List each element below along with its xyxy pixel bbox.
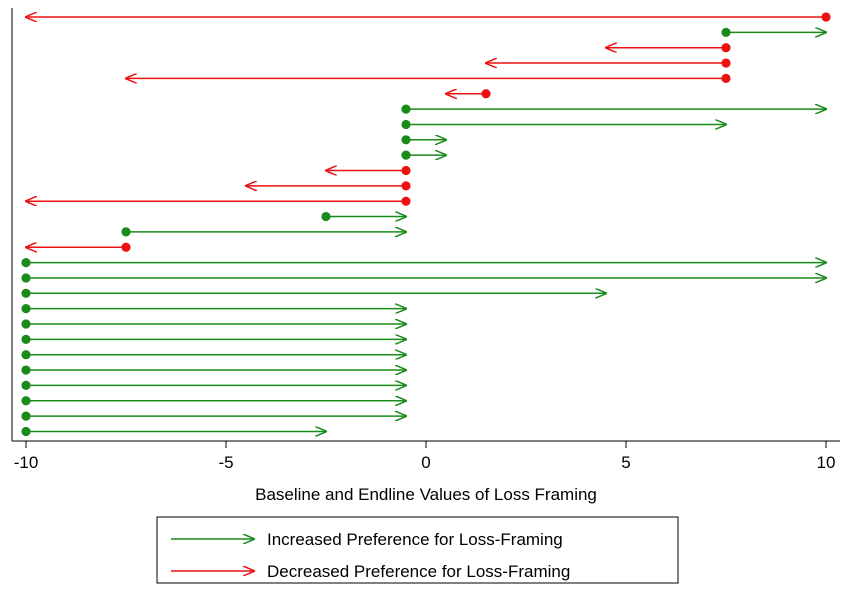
baseline-point-increased xyxy=(721,27,731,37)
x-tick-label: 0 xyxy=(421,453,430,472)
legend-label-decreased: Decreased Preference for Loss-Framing xyxy=(267,562,570,581)
legend-label-increased: Increased Preference for Loss-Framing xyxy=(267,530,563,549)
baseline-point-increased xyxy=(321,211,331,222)
x-tick-label: -10 xyxy=(14,453,39,472)
baseline-point-increased xyxy=(401,119,411,130)
baseline-point-increased xyxy=(21,426,31,437)
arrow-series xyxy=(21,12,831,437)
x-tick-label: 5 xyxy=(621,453,630,472)
baseline-point-increased xyxy=(21,365,31,375)
baseline-point-increased xyxy=(21,304,31,314)
x-tick-label: -5 xyxy=(218,453,233,472)
baseline-point-increased xyxy=(21,396,31,406)
x-tick-label: 10 xyxy=(817,453,836,472)
baseline-point-increased xyxy=(21,273,31,283)
baseline-point-increased xyxy=(21,411,31,421)
x-axis-title: Baseline and Endline Values of Loss Fram… xyxy=(255,485,597,504)
baseline-point-decreased xyxy=(401,181,411,191)
baseline-point-increased xyxy=(401,135,411,145)
x-axis-ticks: -10 -5 0 5 10 xyxy=(14,441,836,472)
baseline-point-increased xyxy=(21,288,31,298)
baseline-point-increased xyxy=(121,227,131,237)
baseline-point-increased xyxy=(21,380,31,390)
baseline-point-increased xyxy=(21,334,31,344)
baseline-point-increased xyxy=(21,258,31,268)
baseline-point-decreased xyxy=(401,165,411,176)
baseline-point-increased xyxy=(21,350,31,360)
legend: Increased Preference for Loss-Framing De… xyxy=(156,516,679,584)
baseline-point-decreased xyxy=(481,89,491,99)
baseline-point-decreased xyxy=(721,58,731,68)
baseline-point-decreased xyxy=(721,43,731,53)
baseline-point-decreased xyxy=(721,73,731,83)
baseline-point-increased xyxy=(401,150,411,160)
baseline-point-decreased xyxy=(821,12,831,22)
baseline-point-decreased xyxy=(401,196,411,206)
baseline-point-increased xyxy=(401,104,411,114)
baseline-point-increased xyxy=(21,319,31,329)
baseline-point-decreased xyxy=(121,242,131,252)
